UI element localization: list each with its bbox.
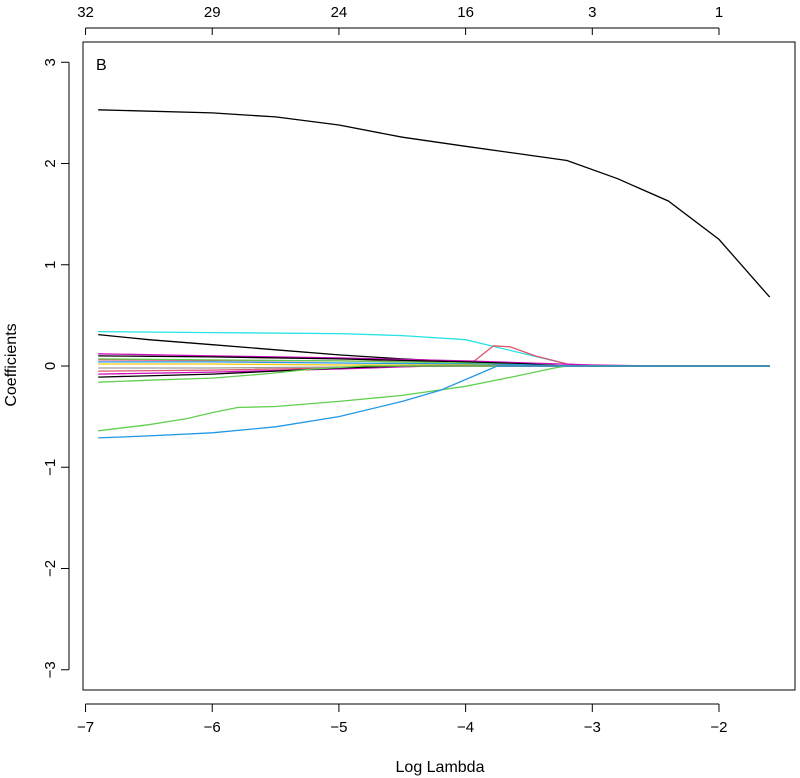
top-tick-label: 24	[331, 4, 348, 21]
x-axis-title: Log Lambda	[396, 759, 485, 776]
top-tick-label: 29	[204, 4, 221, 21]
panel-label: B	[96, 57, 107, 74]
y-tick-label: −1	[42, 459, 59, 476]
coefficient-path-16	[98, 365, 770, 439]
y-tick-label: −3	[42, 661, 59, 678]
plot-frame-group	[82, 41, 796, 691]
top-tick-label: 16	[457, 4, 474, 21]
y-axis-title: Coefficients	[3, 323, 20, 406]
x-tick-label: −4	[457, 719, 474, 736]
x-tick-label: −6	[204, 719, 221, 736]
plot-frame	[82, 41, 796, 691]
top-tick-label: 1	[715, 4, 723, 21]
y-tick-label: 0	[42, 362, 59, 370]
x-tick-label: −7	[77, 719, 94, 736]
x-tick-label: −2	[710, 719, 727, 736]
axes-group: −7 −6 −5 −4 −3 −2 −3 −2 −1 0 1 2 3 32 29 24 16 3 1	[42, 4, 728, 736]
y-tick-label: 2	[42, 159, 59, 167]
top-tick-label: 3	[588, 4, 596, 21]
x-tick-label: −5	[330, 719, 347, 736]
series-group	[98, 109, 771, 439]
coefficient-path-1	[98, 109, 771, 298]
y-tick-label: 1	[42, 261, 59, 269]
top-tick-label: 32	[77, 4, 94, 21]
y-tick-label: 3	[42, 58, 59, 66]
x-tick-label: −3	[584, 719, 601, 736]
y-tick-label: −2	[42, 560, 59, 577]
coefficient-path-14	[98, 365, 770, 383]
coefficient-path-15	[98, 365, 770, 432]
